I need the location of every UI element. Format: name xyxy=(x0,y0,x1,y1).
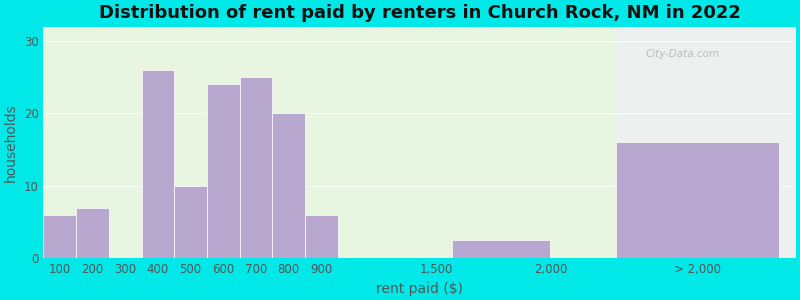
Title: Distribution of rent paid by renters in Church Rock, NM in 2022: Distribution of rent paid by renters in … xyxy=(98,4,741,22)
Bar xyxy=(207,85,240,258)
Bar xyxy=(616,5,800,258)
X-axis label: rent paid ($): rent paid ($) xyxy=(376,282,463,296)
Bar xyxy=(273,113,305,258)
Bar xyxy=(240,77,273,258)
Bar xyxy=(142,70,174,258)
Bar xyxy=(43,215,76,258)
Bar xyxy=(305,215,338,258)
Text: City-Data.com: City-Data.com xyxy=(646,49,719,59)
Bar xyxy=(616,142,779,258)
Y-axis label: households: households xyxy=(4,103,18,182)
Bar xyxy=(76,208,109,258)
Bar xyxy=(174,186,207,258)
Bar xyxy=(452,240,550,258)
